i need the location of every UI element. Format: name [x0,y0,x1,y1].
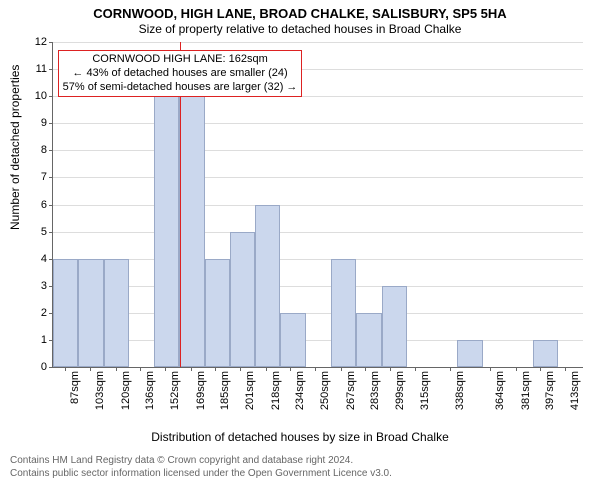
x-tick-label: 413sqm [569,371,581,410]
x-tick-mark [365,367,366,371]
x-tick-label: 152sqm [169,371,181,410]
x-tick-label: 103sqm [94,371,106,410]
y-tick-label: 6 [41,199,47,211]
bar [280,313,305,367]
x-tick-mark [540,367,541,371]
gridline [53,313,583,314]
bar [255,205,280,368]
x-tick-label: 218sqm [270,371,282,410]
x-tick-label: 185sqm [219,371,231,410]
x-tick-mark [490,367,491,371]
y-tick-label: 7 [41,171,47,183]
x-tick-label: 397sqm [544,371,556,410]
annotation-box: CORNWOOD HIGH LANE: 162sqm← 43% of detac… [58,50,303,97]
x-tick-label: 299sqm [394,371,406,410]
chart-title: CORNWOOD, HIGH LANE, BROAD CHALKE, SALIS… [0,6,600,21]
x-tick-label: 169sqm [195,371,207,410]
gridline [53,232,583,233]
y-tick-label: 5 [41,226,47,238]
y-tick-label: 0 [41,361,47,373]
gridline [53,286,583,287]
bar [382,286,407,367]
annotation-line: ← 43% of detached houses are smaller (24… [63,67,298,81]
x-tick-label: 267sqm [345,371,357,410]
x-tick-label: 283sqm [369,371,381,410]
x-tick-label: 201sqm [244,371,256,410]
x-axis-label: Distribution of detached houses by size … [0,430,600,444]
bar [104,259,129,367]
y-tick-label: 12 [35,36,47,48]
bar [356,313,381,367]
x-tick-mark [90,367,91,371]
y-tick-mark [49,150,53,151]
gridline [53,123,583,124]
x-tick-label: 87sqm [69,371,81,404]
x-tick-mark [341,367,342,371]
y-tick-mark [49,42,53,43]
x-tick-mark [390,367,391,371]
y-tick-label: 11 [36,63,47,75]
bar [205,259,230,367]
bar [331,259,356,367]
x-tick-label: 338sqm [454,371,466,410]
y-axis-label: Number of detached properties [8,65,22,230]
y-tick-label: 3 [41,280,47,292]
y-tick-mark [49,367,53,368]
bar [78,259,103,367]
x-tick-mark [165,367,166,371]
plot-area: 012345678910111287sqm103sqm120sqm136sqm1… [52,42,583,368]
x-tick-label: 136sqm [144,371,156,410]
chart-subtitle: Size of property relative to detached ho… [0,22,600,36]
x-tick-mark [565,367,566,371]
x-tick-label: 381sqm [520,371,532,410]
footer-line-1: Contains HM Land Registry data © Crown c… [10,455,392,468]
x-tick-label: 120sqm [120,371,132,410]
y-tick-label: 4 [41,253,47,265]
x-tick-mark [516,367,517,371]
x-tick-mark [140,367,141,371]
y-tick-mark [49,123,53,124]
bar [154,69,179,367]
gridline [53,177,583,178]
x-tick-mark [290,367,291,371]
y-tick-label: 8 [41,144,47,156]
gridline [53,150,583,151]
y-tick-mark [49,69,53,70]
bar [179,96,204,367]
gridline [53,205,583,206]
x-tick-mark [116,367,117,371]
bar [53,259,78,367]
x-tick-label: 250sqm [319,371,331,410]
x-tick-mark [191,367,192,371]
x-tick-label: 234sqm [294,371,306,410]
annotation-line: CORNWOOD HIGH LANE: 162sqm [63,53,298,67]
x-tick-label: 315sqm [419,371,431,410]
gridline [53,340,583,341]
x-tick-mark [315,367,316,371]
y-tick-mark [49,232,53,233]
x-tick-label: 364sqm [494,371,506,410]
y-tick-mark [49,205,53,206]
x-tick-mark [240,367,241,371]
y-tick-mark [49,177,53,178]
y-tick-label: 9 [41,117,47,129]
bar [457,340,482,367]
footer-text: Contains HM Land Registry data © Crown c… [10,455,392,480]
bar [230,232,255,367]
gridline [53,259,583,260]
chart-container: CORNWOOD, HIGH LANE, BROAD CHALKE, SALIS… [0,0,600,500]
x-tick-mark [415,367,416,371]
x-tick-mark [266,367,267,371]
x-tick-mark [215,367,216,371]
y-tick-label: 2 [41,307,47,319]
x-tick-mark [450,367,451,371]
footer-line-2: Contains public sector information licen… [10,468,392,481]
annotation-line: 57% of semi-detached houses are larger (… [63,81,298,95]
y-tick-label: 10 [35,90,47,102]
y-tick-label: 1 [41,334,47,346]
bar [533,340,558,367]
gridline [53,42,583,43]
y-tick-mark [49,96,53,97]
x-tick-mark [65,367,66,371]
